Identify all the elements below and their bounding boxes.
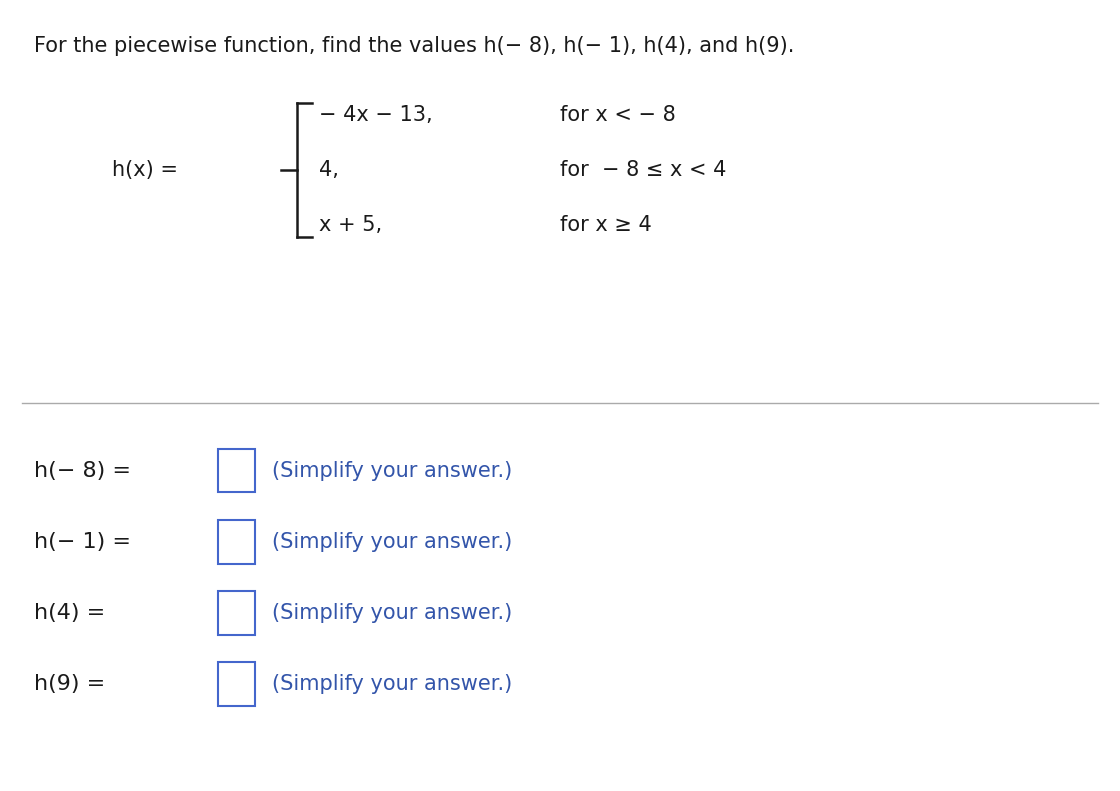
Text: x + 5,: x + 5, <box>319 215 382 236</box>
Text: h(− 1) =: h(− 1) = <box>34 532 131 552</box>
Text: 4,: 4, <box>319 160 339 180</box>
FancyBboxPatch shape <box>218 449 255 492</box>
Text: for x < − 8: for x < − 8 <box>560 104 675 125</box>
Text: (Simplify your answer.): (Simplify your answer.) <box>272 532 513 552</box>
Text: − 4x − 13,: − 4x − 13, <box>319 104 432 125</box>
Text: (Simplify your answer.): (Simplify your answer.) <box>272 460 513 481</box>
Text: for  − 8 ≤ x < 4: for − 8 ≤ x < 4 <box>560 160 727 180</box>
Text: (Simplify your answer.): (Simplify your answer.) <box>272 603 513 623</box>
FancyBboxPatch shape <box>218 520 255 564</box>
Text: h(9) =: h(9) = <box>34 674 105 694</box>
Text: For the piecewise function, find the values h(− 8), h(− 1), h(4), and h(9).: For the piecewise function, find the val… <box>34 36 794 55</box>
FancyBboxPatch shape <box>218 663 255 706</box>
Text: (Simplify your answer.): (Simplify your answer.) <box>272 674 513 694</box>
Text: h(4) =: h(4) = <box>34 603 105 623</box>
Text: h(− 8) =: h(− 8) = <box>34 460 131 481</box>
Text: h(x) =: h(x) = <box>112 160 185 180</box>
Text: for x ≥ 4: for x ≥ 4 <box>560 215 652 236</box>
FancyBboxPatch shape <box>218 592 255 634</box>
